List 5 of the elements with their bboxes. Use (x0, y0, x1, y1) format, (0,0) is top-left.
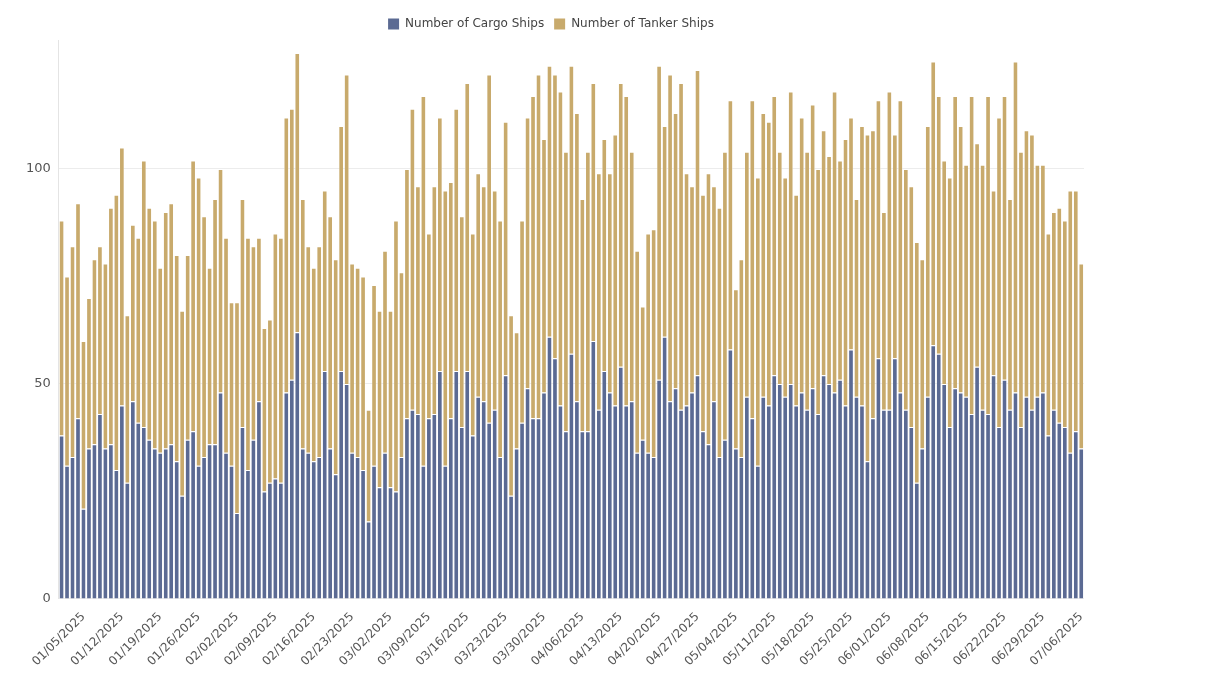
y-tick-label: 0 (42, 590, 51, 606)
legend-label: Number of Cargo Ships (405, 16, 545, 31)
legend-label: Number of Tanker Ships (571, 16, 714, 31)
y-tick-label: 50 (34, 375, 51, 391)
y-tick-label: 100 (25, 160, 51, 176)
